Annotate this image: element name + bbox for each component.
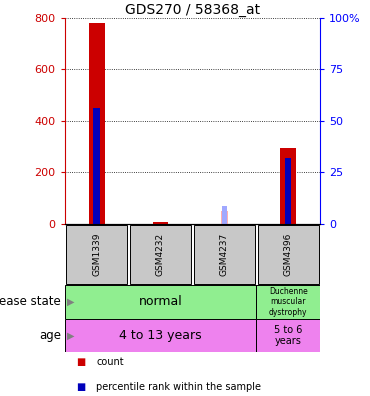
Text: ▶: ▶ <box>67 297 74 307</box>
Bar <box>66 225 127 284</box>
Bar <box>152 223 168 224</box>
Bar <box>130 225 191 284</box>
Title: GDS270 / 58368_at: GDS270 / 58368_at <box>125 3 260 17</box>
Text: Duchenne
muscular
dystrophy: Duchenne muscular dystrophy <box>269 287 307 317</box>
Bar <box>94 108 100 224</box>
Bar <box>221 211 228 224</box>
Text: disease state: disease state <box>0 295 61 308</box>
Text: ▶: ▶ <box>67 331 74 341</box>
Text: age: age <box>39 329 61 342</box>
Bar <box>256 319 320 352</box>
Text: 4 to 13 years: 4 to 13 years <box>119 329 202 342</box>
Text: 5 to 6
years: 5 to 6 years <box>274 325 302 346</box>
Text: ■: ■ <box>76 382 85 392</box>
Text: GSM4232: GSM4232 <box>156 233 165 276</box>
Bar <box>280 148 296 224</box>
Bar <box>65 285 256 319</box>
Bar <box>194 225 255 284</box>
Bar <box>89 23 105 224</box>
Bar <box>285 158 291 224</box>
Text: ■: ■ <box>76 357 85 367</box>
Text: GSM1339: GSM1339 <box>92 233 101 276</box>
Text: percentile rank within the sample: percentile rank within the sample <box>96 382 261 392</box>
Bar <box>222 206 227 224</box>
Text: GSM4237: GSM4237 <box>220 233 229 276</box>
Bar <box>256 285 320 319</box>
Text: normal: normal <box>139 295 182 308</box>
Bar <box>65 319 256 352</box>
Text: count: count <box>96 357 124 367</box>
Bar <box>258 225 319 284</box>
Text: GSM4396: GSM4396 <box>284 233 293 276</box>
